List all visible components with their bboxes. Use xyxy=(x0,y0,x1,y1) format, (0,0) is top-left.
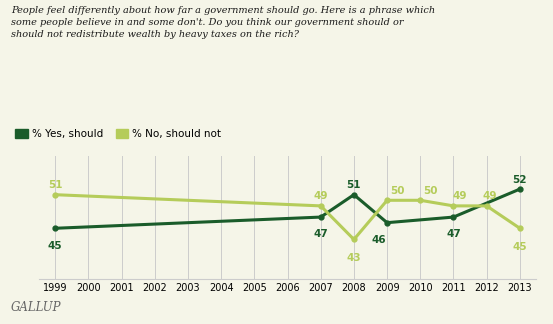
Text: GALLUP: GALLUP xyxy=(11,301,61,314)
Text: 50: 50 xyxy=(390,186,404,196)
Text: People feel differently about how far a government should go. Here is a phrase w: People feel differently about how far a … xyxy=(11,6,435,39)
Text: 45: 45 xyxy=(513,242,527,252)
Text: 49: 49 xyxy=(453,191,467,202)
Text: 50: 50 xyxy=(423,186,437,196)
Text: 49: 49 xyxy=(314,191,328,202)
Text: 51: 51 xyxy=(48,180,62,190)
Text: 52: 52 xyxy=(513,175,527,185)
Text: 46: 46 xyxy=(372,235,386,245)
Text: 45: 45 xyxy=(48,241,62,250)
Legend: % Yes, should, % No, should not: % Yes, should, % No, should not xyxy=(11,125,226,143)
Text: 51: 51 xyxy=(347,180,361,190)
Text: 47: 47 xyxy=(314,229,328,239)
Text: 43: 43 xyxy=(347,253,361,263)
Text: 47: 47 xyxy=(446,229,461,239)
Text: 49: 49 xyxy=(483,191,497,202)
